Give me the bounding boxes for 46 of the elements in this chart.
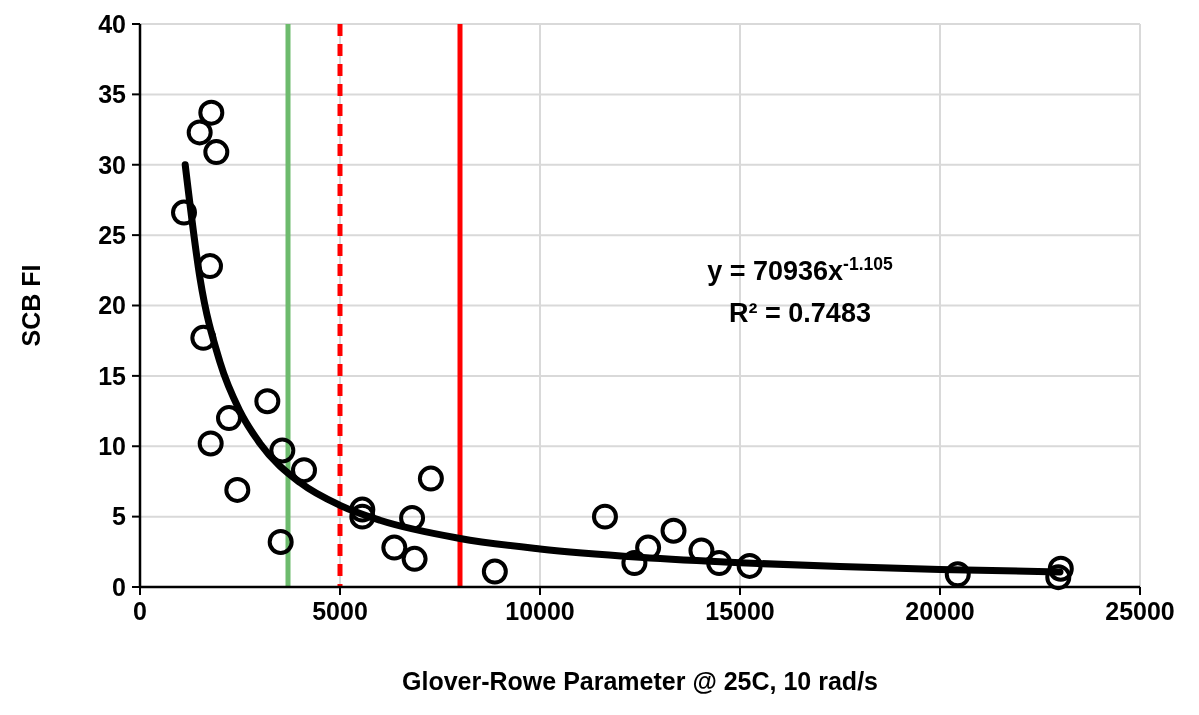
y-tick-label: 30 — [98, 150, 126, 179]
annotation: y = 70936x$^{-1.105}$ — [707, 254, 894, 286]
y-tick-label: 10 — [98, 432, 126, 460]
point — [349, 496, 376, 523]
x-tick-label: 5000 — [312, 597, 368, 625]
point — [269, 437, 296, 464]
x-tick-label: 10000 — [505, 597, 575, 625]
point — [736, 552, 763, 579]
point — [1047, 555, 1074, 582]
point — [706, 550, 733, 577]
y-axis-title: SCB FI — [17, 264, 45, 347]
point — [224, 476, 251, 503]
point — [197, 430, 224, 457]
point — [203, 139, 230, 166]
point — [1045, 564, 1072, 591]
point — [621, 550, 648, 577]
point — [267, 528, 294, 555]
point — [216, 405, 242, 432]
point — [381, 534, 408, 561]
x-axis-title: Glover-Rowe Parameter @ 25C, 10 rad/s — [402, 667, 878, 695]
point — [481, 558, 508, 585]
point — [349, 503, 376, 530]
annotation: R² = 0.7483 — [729, 298, 871, 328]
y-tick-label: 15 — [98, 361, 127, 390]
point — [190, 324, 217, 351]
point — [171, 199, 197, 226]
y-tick-label: 40 — [98, 9, 126, 38]
y-tick-label: 20 — [98, 291, 126, 320]
point — [944, 561, 971, 588]
y-tick-label: 25 — [98, 220, 127, 249]
y-tick-label: 0 — [112, 572, 126, 601]
point — [660, 517, 687, 544]
point — [401, 545, 428, 572]
x-tick-label: 20000 — [905, 597, 975, 625]
y-tick-label: 35 — [98, 80, 127, 109]
x-tick-label: 25000 — [1105, 597, 1175, 625]
point — [591, 503, 618, 530]
point — [198, 99, 225, 126]
point — [186, 119, 213, 146]
y-tick-label: 5 — [112, 502, 127, 531]
point — [254, 388, 281, 415]
point — [197, 253, 223, 280]
x-tick-label: 15000 — [705, 597, 775, 625]
point — [417, 465, 444, 492]
x-tick-label: 0 — [133, 597, 147, 625]
point — [291, 457, 317, 484]
